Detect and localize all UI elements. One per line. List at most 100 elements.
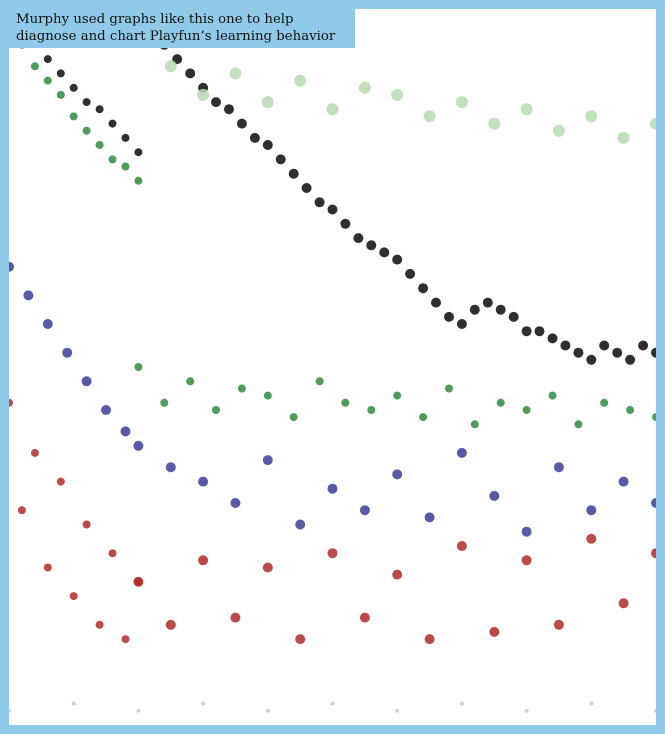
- data-point: [165, 462, 176, 473]
- data-point: [520, 103, 533, 116]
- data-point: [524, 708, 529, 713]
- data-point: [229, 67, 242, 80]
- data-point: [600, 398, 609, 407]
- data-point: [121, 162, 130, 171]
- data-point: [17, 506, 26, 515]
- data-point: [71, 701, 76, 706]
- data-point: [560, 340, 571, 351]
- data-point: [261, 96, 274, 109]
- series-6: [133, 533, 656, 645]
- data-point: [136, 708, 141, 713]
- data-point: [625, 354, 636, 365]
- data-point: [395, 708, 400, 713]
- data-point: [379, 247, 390, 258]
- data-point: [230, 498, 241, 508]
- data-point: [469, 304, 480, 315]
- data-point: [30, 448, 39, 457]
- data-point: [121, 133, 130, 142]
- data-point: [43, 76, 52, 85]
- data-point: [534, 326, 545, 337]
- data-point: [69, 83, 78, 92]
- data-point: [56, 477, 65, 486]
- series-3: [9, 26, 143, 185]
- data-point: [456, 319, 467, 329]
- data-point: [315, 377, 324, 386]
- data-point: [470, 420, 479, 429]
- series-0: [133, 11, 656, 365]
- series-8: [9, 701, 656, 713]
- data-point: [638, 340, 649, 351]
- data-point: [327, 204, 338, 215]
- series-2: [134, 363, 656, 429]
- data-point: [236, 118, 247, 129]
- data-point: [548, 391, 557, 400]
- data-point: [521, 326, 532, 337]
- data-point: [393, 391, 402, 400]
- data-point: [314, 197, 325, 208]
- data-point: [121, 635, 130, 644]
- data-point: [618, 598, 629, 609]
- data-point: [456, 541, 467, 551]
- data-point: [618, 476, 629, 487]
- data-point: [353, 233, 364, 244]
- data-point: [69, 112, 78, 121]
- data-point: [586, 505, 597, 516]
- scatter-plot-area: [9, 9, 656, 725]
- data-point: [495, 304, 506, 315]
- data-point: [23, 290, 34, 301]
- data-point: [586, 533, 597, 544]
- data-point: [133, 440, 144, 451]
- data-point: [330, 701, 335, 706]
- data-point: [9, 708, 11, 713]
- data-point: [589, 701, 594, 706]
- data-point: [134, 176, 143, 185]
- data-point: [392, 254, 403, 265]
- data-point: [521, 526, 532, 537]
- data-point: [652, 413, 656, 422]
- data-point: [82, 126, 91, 135]
- data-point: [444, 311, 454, 322]
- data-point: [288, 168, 299, 179]
- series-4: [164, 60, 656, 144]
- data-point: [301, 183, 312, 193]
- data-point: [9, 398, 13, 407]
- data-point: [456, 447, 467, 458]
- data-point: [626, 406, 635, 414]
- data-point: [424, 634, 435, 645]
- data-point: [340, 218, 351, 229]
- data-point: [654, 708, 656, 713]
- data-point: [599, 340, 610, 351]
- data-point: [165, 619, 176, 630]
- data-point: [424, 512, 435, 523]
- data-point: [101, 405, 111, 415]
- data-point: [69, 592, 78, 601]
- data-point: [289, 413, 298, 422]
- data-point: [359, 505, 370, 516]
- data-point: [30, 62, 39, 71]
- data-point: [262, 455, 273, 466]
- data-point: [201, 701, 206, 706]
- series-5: [9, 261, 656, 537]
- data-point: [651, 548, 656, 559]
- data-point: [265, 708, 270, 713]
- data-point: [419, 413, 428, 422]
- data-point: [172, 54, 183, 65]
- data-point: [585, 110, 598, 123]
- data-point: [9, 261, 14, 272]
- data-point: [553, 462, 564, 473]
- data-point: [482, 297, 493, 308]
- data-point: [56, 69, 65, 78]
- data-point: [586, 354, 597, 365]
- data-point: [650, 117, 656, 130]
- data-point: [164, 60, 177, 73]
- caption-line-2: diagnose and chart Playfun’s learning be…: [16, 29, 336, 44]
- data-point: [185, 68, 196, 79]
- data-point: [508, 311, 519, 322]
- data-point: [327, 548, 338, 559]
- data-point: [120, 426, 131, 437]
- data-point: [56, 90, 65, 99]
- data-point: [82, 520, 91, 529]
- scatter-chart: [9, 9, 656, 713]
- data-point: [108, 119, 117, 128]
- data-point: [262, 562, 273, 573]
